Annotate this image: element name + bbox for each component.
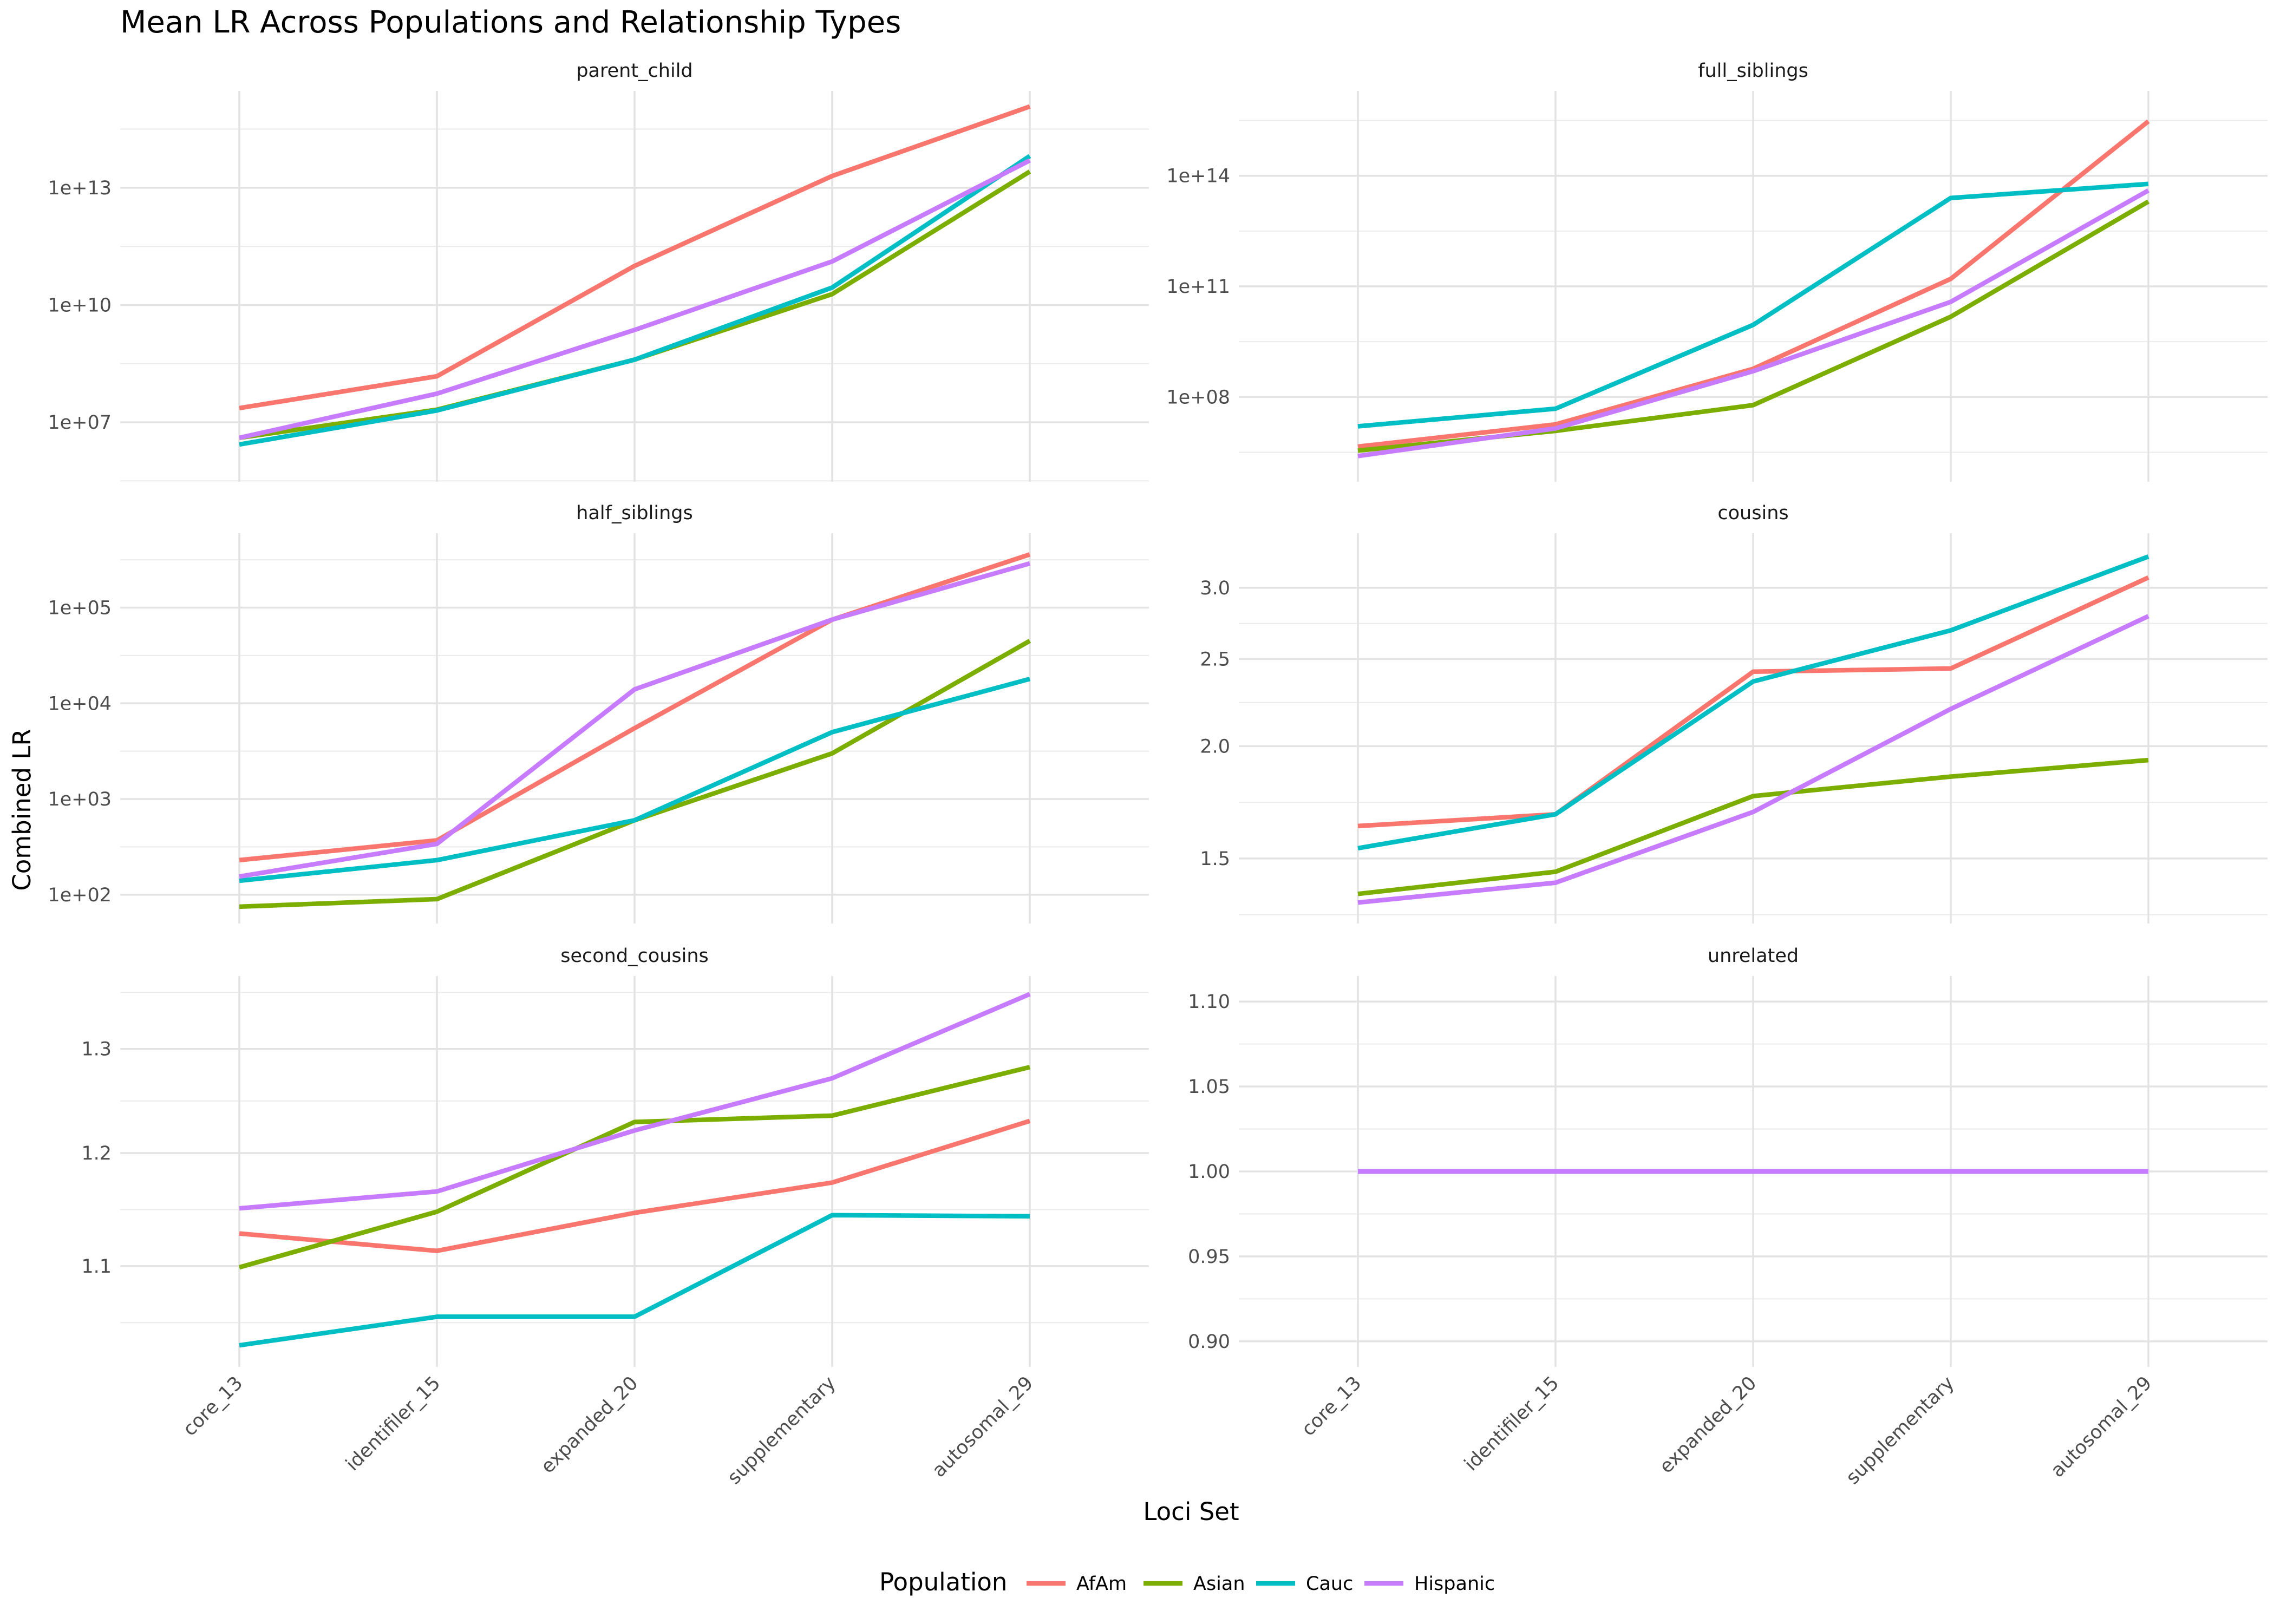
facet-second_cousins: second_cousins 1.1 1.2 1.3 core_13 identifile… <box>81 945 1149 1489</box>
series-line-cauc <box>1357 554 2149 851</box>
y-tick-label: 1.2 <box>81 1143 112 1164</box>
x-tick-label: core_13 <box>1298 1372 1366 1440</box>
legend: Population AfAm Asian Cauc Hispanic <box>879 1568 1495 1596</box>
y-tick-label: 1e+13 <box>48 178 112 199</box>
facet-panels: parent_child 1e+07 1e+10 1e+13 full_siblings… <box>48 60 2268 1489</box>
y-axis-title: Combined LR <box>8 729 36 890</box>
series-line-asian <box>238 1065 1031 1270</box>
y-tick-label: 1e+05 <box>48 598 112 619</box>
y-tick-label: 2.0 <box>1200 736 1230 757</box>
series-line-hispanic <box>1357 614 2149 905</box>
series-line-afam <box>1357 575 2149 829</box>
y-tick-label: 1e+07 <box>48 412 112 434</box>
chart-title: Mean LR Across Populations and Relations… <box>120 5 901 40</box>
x-tick-label: core_13 <box>179 1372 247 1440</box>
facet-strip-label: second_cousins <box>560 945 709 967</box>
y-tick-label: 1e+08 <box>1166 387 1230 408</box>
series-line-hispanic <box>1357 188 2150 459</box>
series-line-hispanic <box>239 992 1031 1211</box>
series-line-afam <box>239 104 1031 411</box>
x-axis-title: Loci Set <box>1143 1497 1239 1526</box>
series-line-cauc <box>1357 181 2149 429</box>
y-tick-label: 1e+03 <box>48 789 112 810</box>
facet-full_siblings: full_siblings 1e+08 1e+11 1e+14 <box>1166 60 2268 482</box>
legend-label-hispanic: Hispanic <box>1414 1573 1495 1595</box>
facet-strip-label: cousins <box>1717 502 1788 524</box>
y-tick-label: 1.1 <box>81 1256 112 1278</box>
legend-label-cauc: Cauc <box>1306 1573 1353 1595</box>
y-tick-label: 1.00 <box>1188 1161 1230 1183</box>
facet-unrelated: unrelated 0.90 0.95 1.00 1.05 1.10 core_13 iden… <box>1188 945 2268 1489</box>
legend-title: Population <box>879 1568 1007 1596</box>
x-tick-label: autosomal_29 <box>2047 1372 2156 1482</box>
y-tick-label: 0.95 <box>1188 1246 1230 1268</box>
series-line-afam <box>239 552 1031 863</box>
facet-strip-label: full_siblings <box>1698 60 1808 82</box>
series-line-hispanic <box>239 158 1031 440</box>
legend-label-afam: AfAm <box>1076 1573 1127 1595</box>
y-tick-label: 1e+11 <box>1166 276 1230 298</box>
y-tick-label: 2.5 <box>1200 649 1230 670</box>
y-tick-label: 1e+10 <box>48 294 112 316</box>
x-tick-label: supplementary <box>1842 1372 1958 1489</box>
facet-parent_child: parent_child 1e+07 1e+10 1e+13 <box>48 60 1149 482</box>
x-tick-label: identifiler_15 <box>1460 1372 1563 1475</box>
x-tick-label: expanded_20 <box>1656 1372 1761 1478</box>
y-tick-label: 1e+14 <box>1166 166 1230 187</box>
y-tick-label: 1e+02 <box>48 885 112 906</box>
series-line-asian <box>1357 757 2149 896</box>
y-tick-label: 1.3 <box>81 1039 112 1060</box>
x-tick-label: expanded_20 <box>537 1372 643 1478</box>
facet-strip-label: parent_child <box>576 60 692 82</box>
facet-strip-label: unrelated <box>1708 945 1799 967</box>
facet-strip-label: half_siblings <box>576 502 692 524</box>
x-tick-label: identifiler_15 <box>342 1372 445 1475</box>
y-tick-label: 1.5 <box>1200 848 1230 870</box>
x-tick-label: autosomal_29 <box>928 1372 1037 1482</box>
y-tick-label: 1.05 <box>1188 1076 1230 1098</box>
y-tick-label: 3.0 <box>1200 578 1230 599</box>
series-line-hispanic <box>239 561 1031 879</box>
y-tick-label: 1e+04 <box>48 693 112 715</box>
series-line-afam <box>239 1118 1031 1253</box>
series-line-cauc <box>239 677 1031 883</box>
series-line-cauc <box>239 154 1031 447</box>
series-line-cauc <box>239 1213 1030 1348</box>
y-tick-label: 1.10 <box>1188 991 1230 1013</box>
facet-half_siblings: half_siblings 1e+02 1e+03 1e+04 1e+05 <box>48 502 1149 924</box>
legend-label-asian: Asian <box>1193 1573 1245 1595</box>
y-tick-label: 0.90 <box>1188 1331 1230 1353</box>
facet-cousins: cousins 1.5 2.0 2.5 3.0 <box>1200 502 2268 924</box>
x-tick-label: supplementary <box>723 1372 840 1489</box>
